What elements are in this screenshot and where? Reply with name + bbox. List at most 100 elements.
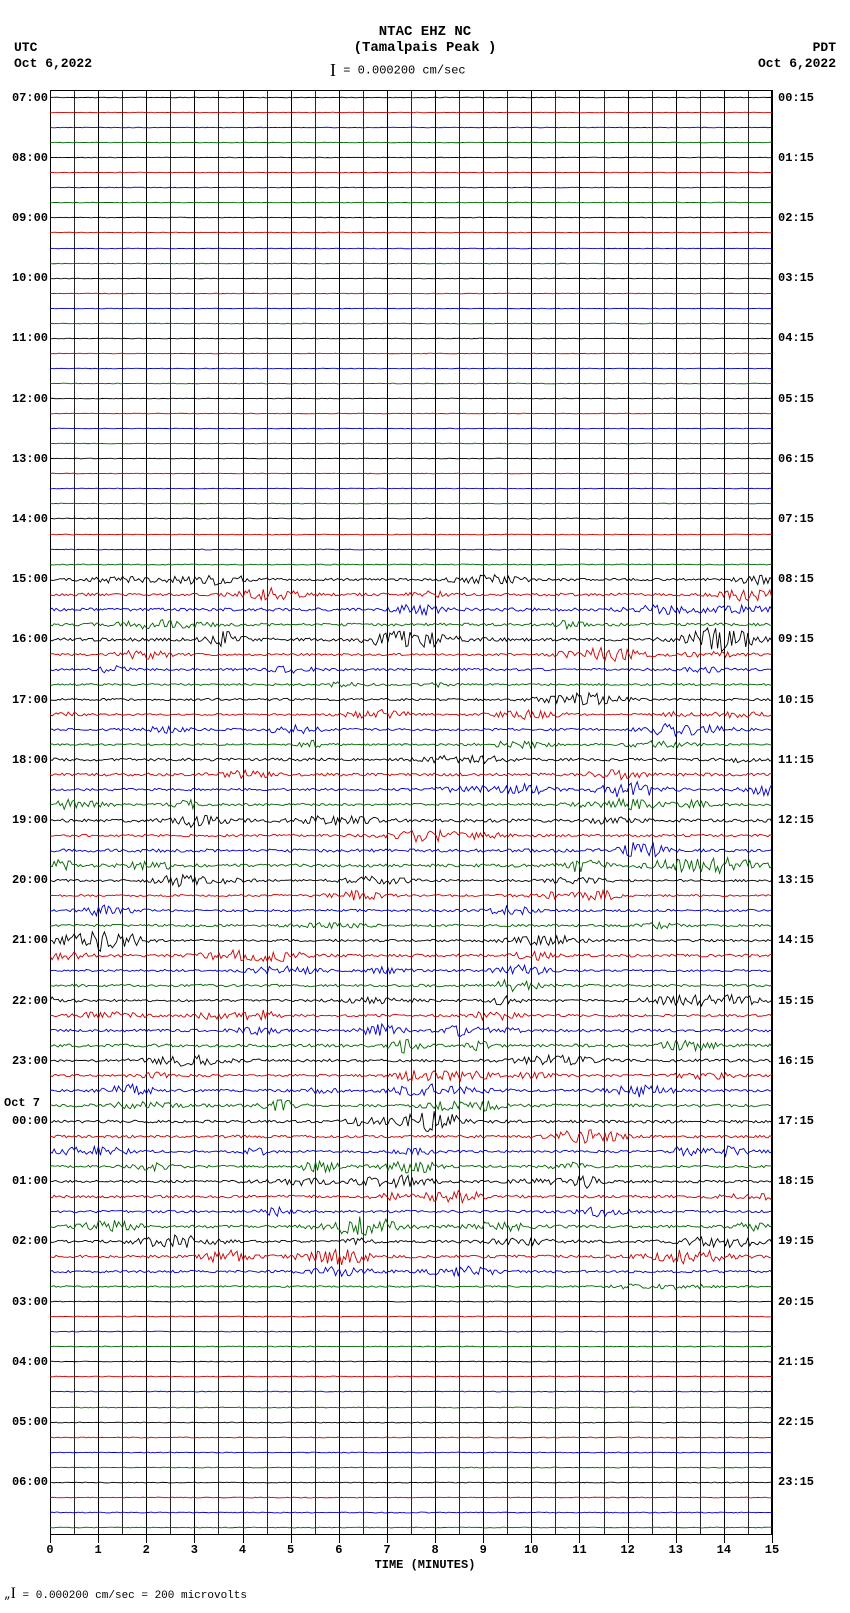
trace-row — [50, 1159, 772, 1174]
right-time-label: 02:15 — [778, 211, 814, 225]
right-time-label: 22:15 — [778, 1415, 814, 1429]
trace-row — [50, 1279, 772, 1294]
right-time-label: 04:15 — [778, 331, 814, 345]
left-time-label: 02:00 — [2, 1234, 48, 1248]
trace-row — [50, 647, 772, 662]
trace-row — [50, 1129, 772, 1144]
left-time-label: 17:00 — [2, 693, 48, 707]
trace-row — [50, 1174, 772, 1189]
trace-row — [50, 391, 772, 406]
left-time-label: 18:00 — [2, 753, 48, 767]
trace-row — [50, 527, 772, 542]
trace-row — [50, 1339, 772, 1354]
left-time-label: 08:00 — [2, 151, 48, 165]
trace-row — [50, 617, 772, 632]
trace-row — [50, 828, 772, 843]
left-time-label: 09:00 — [2, 211, 48, 225]
trace-row — [50, 1384, 772, 1399]
trace-row — [50, 1294, 772, 1309]
trace-row — [50, 241, 772, 256]
trace-row — [50, 135, 772, 150]
trace-row — [50, 331, 772, 346]
x-axis-label: TIME (MINUTES) — [0, 1558, 850, 1572]
left-time-label: 03:00 — [2, 1295, 48, 1309]
scale-prefix: „ — [4, 1590, 11, 1602]
trace-row — [50, 632, 772, 647]
trace-row — [50, 316, 772, 331]
scale-value-bottom: = 0.000200 cm/sec = 200 microvolts — [23, 1590, 247, 1602]
trace-row — [50, 286, 772, 301]
trace-row — [50, 978, 772, 993]
trace-row — [50, 662, 772, 677]
trace-row — [50, 301, 772, 316]
chart-header: NTAC EHZ NC (Tamalpais Peak ) — [0, 24, 850, 56]
trace-row — [50, 346, 772, 361]
trace-row — [50, 1264, 772, 1279]
left-time-label: 10:00 — [2, 271, 48, 285]
left-time-label: 20:00 — [2, 873, 48, 887]
right-time-label: 23:15 — [778, 1475, 814, 1489]
right-time-label: 11:15 — [778, 753, 814, 767]
trace-row — [50, 557, 772, 572]
trace-row — [50, 797, 772, 812]
x-tick-label: 6 — [335, 1543, 342, 1557]
trace-row — [50, 165, 772, 180]
trace-row — [50, 105, 772, 120]
trace-row — [50, 1324, 772, 1339]
trace-row — [50, 1430, 772, 1445]
seismogram-plot — [50, 90, 772, 1535]
x-tick-label: 14 — [717, 1543, 731, 1557]
left-time-label: 21:00 — [2, 933, 48, 947]
scale-value-top: = 0.000200 cm/sec — [343, 64, 465, 78]
x-tick-label: 2 — [143, 1543, 150, 1557]
trace-row — [50, 572, 772, 587]
trace-row — [50, 948, 772, 963]
trace-row — [50, 1505, 772, 1520]
trace-row — [50, 451, 772, 466]
trace-row — [50, 1460, 772, 1475]
right-time-label: 13:15 — [778, 873, 814, 887]
right-time-label: 12:15 — [778, 813, 814, 827]
trace-row — [50, 677, 772, 692]
right-time-label: 10:15 — [778, 693, 814, 707]
trace-row — [50, 873, 772, 888]
left-time-label: 01:00 — [2, 1174, 48, 1188]
trace-row — [50, 376, 772, 391]
right-time-label: 08:15 — [778, 572, 814, 586]
trace-row — [50, 1189, 772, 1204]
trace-row — [50, 602, 772, 617]
trace-row — [50, 466, 772, 481]
trace-row — [50, 707, 772, 722]
scale-legend-bottom: „I = 0.000200 cm/sec = 200 microvolts — [4, 1585, 247, 1603]
trace-row — [50, 752, 772, 767]
station-id: NTAC EHZ NC — [0, 24, 850, 40]
left-date: Oct 6,2022 — [14, 56, 92, 71]
right-time-label: 03:15 — [778, 271, 814, 285]
left-time-label: 04:00 — [2, 1355, 48, 1369]
trace-row — [50, 858, 772, 873]
trace-row — [50, 587, 772, 602]
trace-row — [50, 1354, 772, 1369]
day-roll-label: Oct 7 — [4, 1096, 40, 1110]
scale-bar-icon: I — [330, 60, 336, 81]
trace-row — [50, 195, 772, 210]
x-tick-label: 12 — [620, 1543, 634, 1557]
trace-row — [50, 1309, 772, 1324]
trace-row — [50, 767, 772, 782]
trace-row — [50, 1038, 772, 1053]
left-time-label: 05:00 — [2, 1415, 48, 1429]
x-tick-label: 0 — [46, 1543, 53, 1557]
right-timezone: PDT — [813, 40, 836, 55]
right-time-label: 20:15 — [778, 1295, 814, 1309]
trace-row — [50, 722, 772, 737]
left-time-label: 15:00 — [2, 572, 48, 586]
x-tick-label: 13 — [669, 1543, 683, 1557]
trace-row — [50, 1144, 772, 1159]
trace-row — [50, 888, 772, 903]
trace-row — [50, 1068, 772, 1083]
trace-row — [50, 933, 772, 948]
trace-row — [50, 813, 772, 828]
x-tick-label: 10 — [524, 1543, 538, 1557]
x-tick-label: 3 — [191, 1543, 198, 1557]
right-time-label: 06:15 — [778, 452, 814, 466]
